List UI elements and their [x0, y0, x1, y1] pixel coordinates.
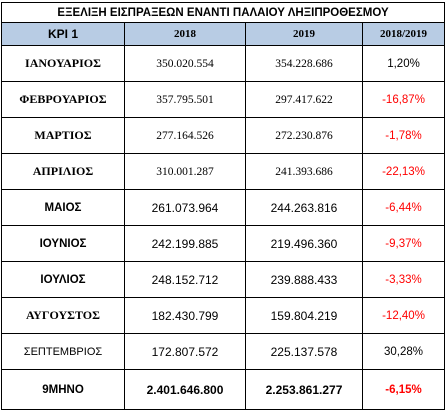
month-cell: ΜΑΡΤΙΟΣ	[1, 117, 125, 154]
value-2019-cell: 272.230.876	[245, 117, 363, 154]
value-2019-cell: 159.804.219	[245, 297, 363, 334]
change-cell: -16,87%	[361, 81, 446, 118]
value-2019-cell: 297.417.622	[245, 81, 363, 118]
value-2018-cell: 182.430.799	[124, 297, 246, 334]
table-title: ΕΞΕΛΙΞΗ ΕΙΣΠΡΑΞΕΩΝ ΕΝΑΝΤΙ ΠΑΛΑΙΟΥ ΛΗΞΙΠΡ…	[0, 2, 446, 23]
title-row: ΕΞΕΛΙΞΗ ΕΙΣΠΡΑΞΕΩΝ ΕΝΑΝΤΙ ΠΑΛΑΙΟΥ ΛΗΞΙΠΡ…	[0, 2, 446, 23]
total-change: -6,15%	[361, 369, 446, 410]
table-row: ΑΥΓΟΥΣΤΟΣ 182.430.799 159.804.219 -12,40…	[1, 297, 446, 334]
value-2018-cell: 277.164.526	[124, 117, 246, 154]
value-2019-cell: 239.888.433	[245, 261, 363, 298]
month-cell: ΣΕΠΤΕΜΒΡΙΟΣ	[1, 333, 125, 370]
month-cell: ΜΑΙΟΣ	[1, 189, 125, 226]
change-cell: 1,20%	[361, 45, 446, 82]
table-row: ΙΟΥΛΙΟΣ 248.152.712 239.888.433 -3,33%	[1, 261, 446, 298]
table-row: ΜΑΡΤΙΟΣ 277.164.526 272.230.876 -1,78%	[1, 117, 446, 154]
value-2018-cell: 242.199.885	[124, 225, 246, 262]
value-2019-cell: 241.393.686	[245, 153, 363, 190]
value-2019-cell: 244.263.816	[245, 189, 363, 226]
month-cell: ΑΥΓΟΥΣΤΟΣ	[1, 297, 125, 334]
change-cell: -6,44%	[361, 189, 446, 226]
value-2019-cell: 354.228.686	[245, 45, 363, 82]
month-cell: ΙΟΥΝΙΟΣ	[1, 225, 125, 262]
change-cell: -22,13%	[361, 153, 446, 190]
table-row: ΙΑΝΟΥΑΡΙΟΣ 350.020.554 354.228.686 1,20%	[1, 45, 446, 82]
table-row: ΣΕΠΤΕΜΒΡΙΟΣ 172.807.572 225.137.578 30,2…	[1, 333, 446, 370]
header-change: 2018/2019	[361, 22, 446, 46]
month-cell: ΙΟΥΛΙΟΣ	[1, 261, 125, 298]
change-cell: -1,78%	[361, 117, 446, 154]
change-cell: 30,28%	[361, 333, 446, 370]
value-2019-cell: 225.137.578	[245, 333, 363, 370]
value-2018-cell: 310.001.287	[124, 153, 246, 190]
change-cell: -9,37%	[361, 225, 446, 262]
total-2019: 2.253.861.277	[245, 369, 363, 410]
table-row: ΦΕΒΡΟΥΑΡΙΟΣ 357.795.501 297.417.622 -16,…	[1, 81, 446, 118]
value-2018-cell: 350.020.554	[124, 45, 246, 82]
total-label: 9ΜΗΝΟ	[1, 369, 125, 410]
table-row: ΑΠΡΙΛΙΟΣ 310.001.287 241.393.686 -22,13%	[1, 153, 446, 190]
table-row: ΙΟΥΝΙΟΣ 242.199.885 219.496.360 -9,37%	[1, 225, 446, 262]
change-cell: -3,33%	[361, 261, 446, 298]
header-kpi: ΚΡΙ 1	[1, 22, 125, 46]
value-2018-cell: 261.073.964	[124, 189, 246, 226]
header-row: ΚΡΙ 1 2018 2019 2018/2019	[1, 22, 446, 46]
total-row: 9ΜΗΝΟ 2.401.646.800 2.253.861.277 -6,15%	[1, 369, 446, 410]
month-cell: ΙΑΝΟΥΑΡΙΟΣ	[1, 45, 125, 82]
value-2018-cell: 357.795.501	[124, 81, 246, 118]
month-cell: ΦΕΒΡΟΥΑΡΙΟΣ	[1, 81, 125, 118]
month-cell: ΑΠΡΙΛΙΟΣ	[1, 153, 125, 190]
value-2018-cell: 248.152.712	[124, 261, 246, 298]
header-2019: 2019	[245, 22, 363, 46]
header-2018: 2018	[124, 22, 246, 46]
table-row: ΜΑΙΟΣ 261.073.964 244.263.816 -6,44%	[1, 189, 446, 226]
total-2018: 2.401.646.800	[124, 369, 246, 410]
change-cell: -12,40%	[361, 297, 446, 334]
value-2018-cell: 172.807.572	[124, 333, 246, 370]
value-2019-cell: 219.496.360	[245, 225, 363, 262]
